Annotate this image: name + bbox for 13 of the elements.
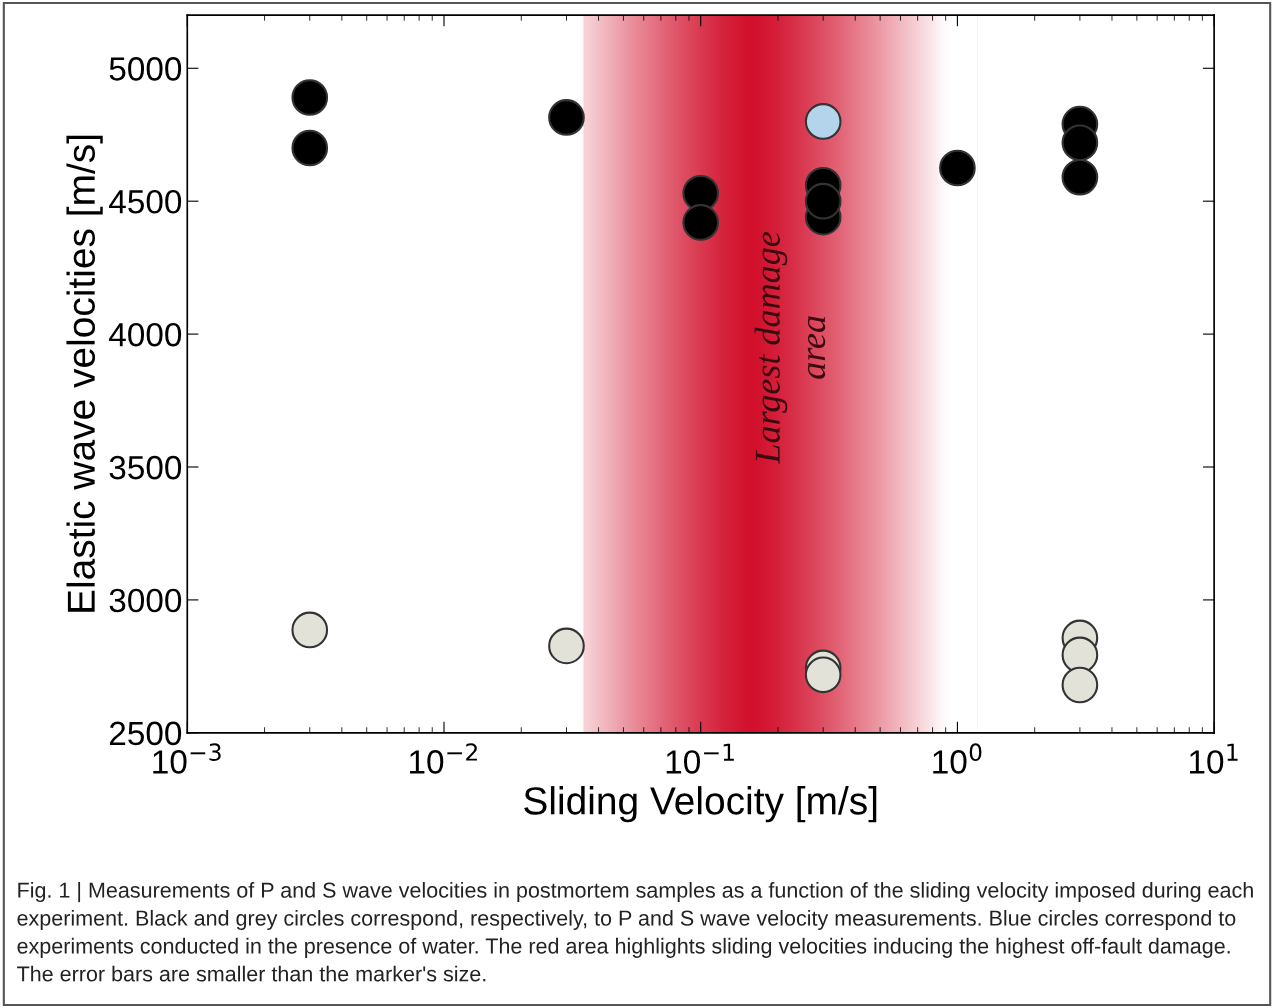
y-tick-label: 3500 — [109, 455, 182, 480]
y-tick-label: 3000 — [109, 588, 182, 613]
x-tick-label: 10$^{0}$ — [933, 743, 982, 774]
x-axis-title: Sliding Velocity [m/s] — [524, 786, 877, 823]
band-label: Largest damage area — [754, 232, 826, 464]
x-tick-label: 10$^{−2}$ — [410, 743, 477, 774]
y-tick-label: 4000 — [109, 322, 182, 347]
caption: Fig. 1 | Measurements of P and S wave velocities in postmortem samples as a function of the sliding velocity imposed during each experiment. Black and grey circles correspond, respectively, to P and S wave velocity measurements. Blue circles correspond to experiments conducted in the presence of water. The red area highlights sliding velocities inducing the highest off-fault damage. The error bars are smaller than the marker's size. — [17, 882, 1253, 982]
y-axis-title: Elastic wave velocities [m/s] — [66, 135, 103, 612]
y-tick-label: 4500 — [109, 189, 182, 214]
y-tick-label: 5000 — [109, 57, 182, 81]
x-tick-label: 10$^{−1}$ — [666, 743, 734, 774]
x-tick-label: 10$^{1}$ — [1190, 743, 1238, 774]
